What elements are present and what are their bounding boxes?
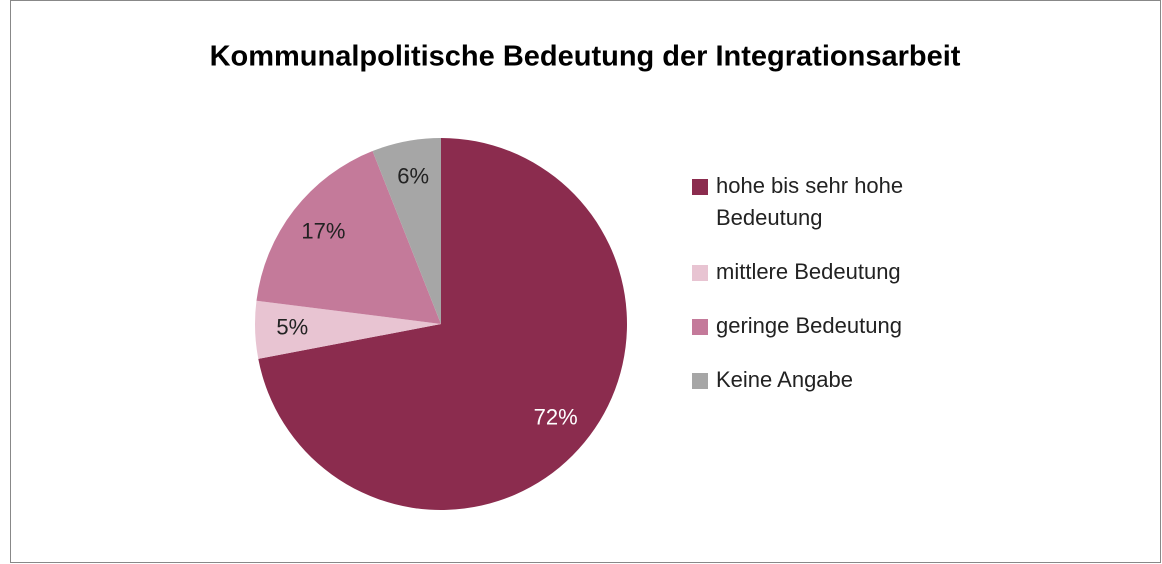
pie-slice [256, 151, 441, 324]
pie-slice [258, 138, 628, 510]
legend-label: hohe bis sehr hohe Bedeutung [716, 173, 904, 230]
legend: hohe bis sehr hohe Bedeutung mittlere Bed… [692, 170, 962, 418]
legend-label: mittlere Bedeutung [716, 259, 901, 284]
legend-item: geringe Bedeutung [692, 310, 962, 342]
legend-item: Keine Angabe [692, 364, 962, 396]
legend-swatch [692, 319, 708, 335]
legend-label: Keine Angabe [716, 367, 854, 392]
legend-swatch [692, 179, 708, 195]
data-label: 72% [534, 405, 578, 430]
pie-slice [255, 300, 441, 359]
data-label: 17% [301, 219, 345, 244]
legend-item: mittlere Bedeutung [692, 256, 962, 288]
data-label: 6% [397, 164, 429, 189]
legend-swatch [692, 373, 708, 389]
data-label: 5% [276, 314, 308, 339]
pie-slice [372, 138, 441, 324]
legend-label: geringe Bedeutung [716, 313, 902, 338]
chart-title: Kommunalpolitische Bedeutung der Integra… [210, 41, 961, 73]
legend-swatch [692, 265, 708, 281]
legend-item: hohe bis sehr hohe Bedeutung [692, 170, 962, 234]
